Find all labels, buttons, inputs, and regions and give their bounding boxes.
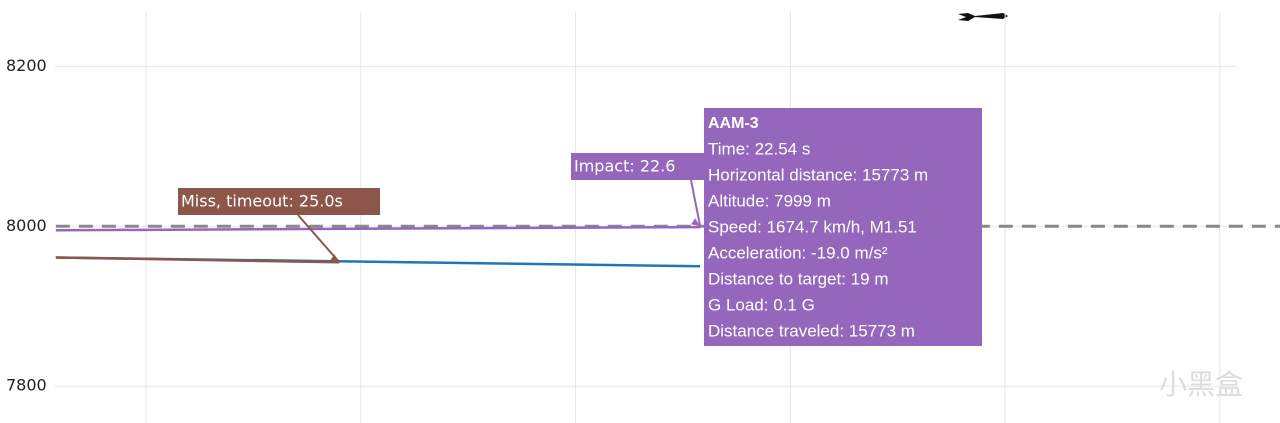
series-line: [55, 256, 340, 264]
tooltip-line: Distance traveled: 15773 m: [708, 321, 915, 340]
tooltip-line: Distance to target: 19 m: [708, 269, 888, 288]
aircraft-icon: [958, 13, 1008, 21]
tooltip-title: AAM-3: [708, 115, 759, 132]
tooltip-line: G Load: 0.1 G: [708, 295, 815, 314]
series-line: [55, 225, 701, 232]
annotation-text: Impact: 22.6: [574, 157, 675, 176]
annotation-box: [178, 188, 380, 215]
annotation-arrowhead: [330, 254, 340, 263]
y-tick-label: 8000: [6, 216, 47, 235]
annotation-arrowhead: [691, 218, 701, 227]
watermark: 小黑盒: [1159, 368, 1243, 401]
tooltip-line: Altitude: 7999 m: [708, 191, 831, 210]
tooltip-line: Acceleration: -19.0 m/s²: [708, 243, 888, 262]
tooltip-box: [704, 108, 982, 346]
y-tick-label: 7800: [6, 376, 47, 395]
tooltip-line: Horizontal distance: 15773 m: [708, 165, 928, 184]
annotation-text: Miss, timeout: 25.0s: [181, 192, 343, 211]
annotation-box: [571, 153, 721, 180]
tooltip-line: Speed: 1674.7 km/h, M1.51: [708, 217, 917, 236]
annotation-arrow: [690, 179, 702, 227]
annotation-arrow: [297, 214, 341, 263]
tooltip-line: Time: 22.54 s: [708, 139, 810, 158]
y-tick-label: 8200: [6, 56, 47, 75]
